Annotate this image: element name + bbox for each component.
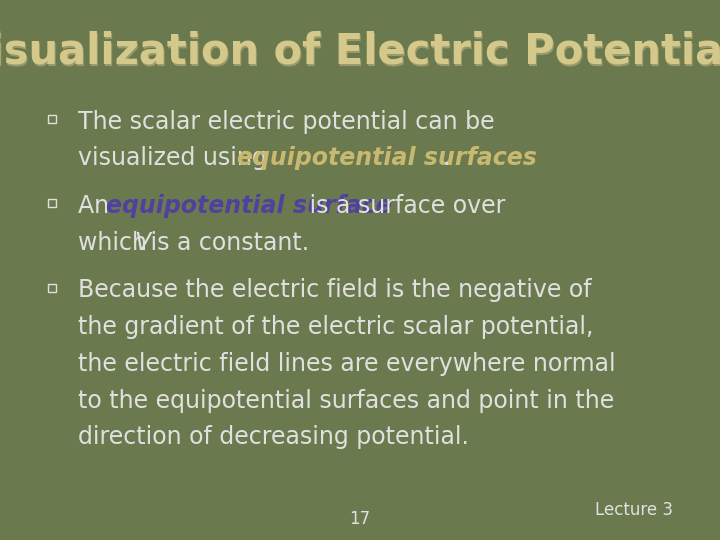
Text: the gradient of the electric scalar potential,: the gradient of the electric scalar pote… <box>78 315 593 339</box>
Text: visualized using: visualized using <box>78 146 274 170</box>
Text: An: An <box>78 194 117 218</box>
Text: to the equipotential surfaces and point in the: to the equipotential surfaces and point … <box>78 389 614 413</box>
Text: is a constant.: is a constant. <box>143 231 310 255</box>
Bar <box>48 199 56 207</box>
Text: 17: 17 <box>349 510 371 529</box>
Text: which: which <box>78 231 154 255</box>
Text: Because the electric field is the negative of: Because the electric field is the negati… <box>78 279 591 302</box>
Text: is a surface over: is a surface over <box>302 194 505 218</box>
Bar <box>48 114 56 123</box>
Text: .: . <box>442 146 450 170</box>
Text: Visualization of Electric Potentials: Visualization of Electric Potentials <box>0 32 720 75</box>
Text: Lecture 3: Lecture 3 <box>595 501 672 519</box>
Text: equipotential surfaces: equipotential surfaces <box>237 146 536 170</box>
Text: V: V <box>134 231 150 255</box>
Bar <box>48 284 56 292</box>
Text: Visualization of Electric Potentials: Visualization of Electric Potentials <box>0 30 720 72</box>
Text: equipotential surface: equipotential surface <box>106 194 392 218</box>
Text: direction of decreasing potential.: direction of decreasing potential. <box>78 426 469 449</box>
Text: The scalar electric potential can be: The scalar electric potential can be <box>78 110 495 133</box>
Text: the electric field lines are everywhere normal: the electric field lines are everywhere … <box>78 352 616 376</box>
